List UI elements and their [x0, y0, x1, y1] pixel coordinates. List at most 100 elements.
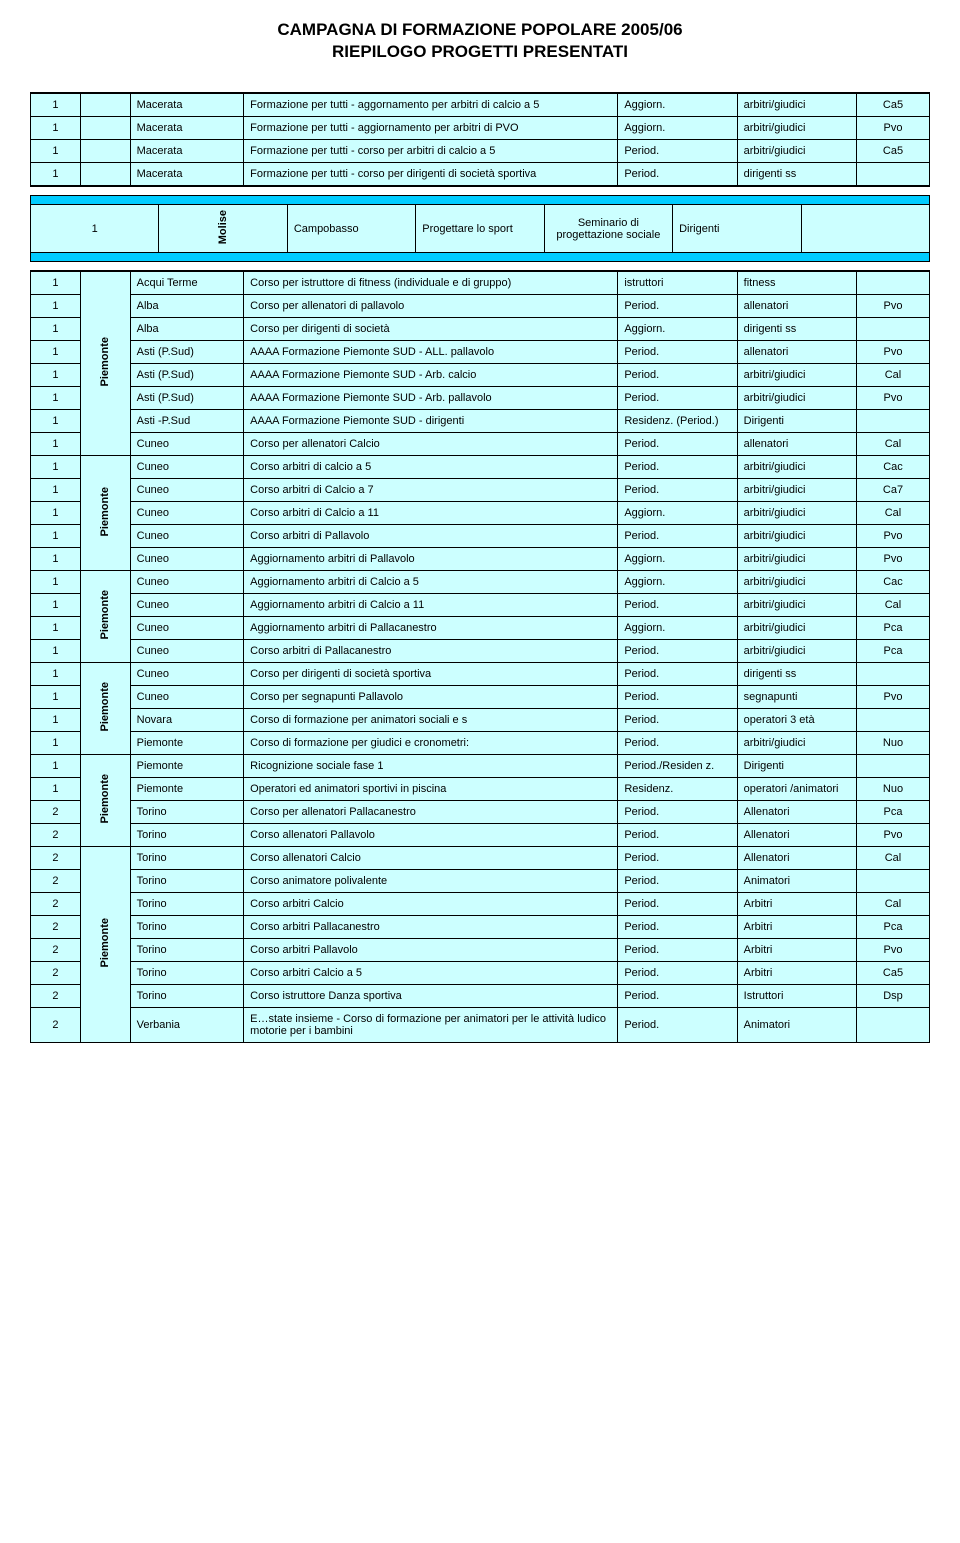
- cell-type3: Pvo: [856, 939, 929, 962]
- region-label: Molise: [159, 205, 287, 253]
- cell-prov: Cuneo: [130, 456, 244, 479]
- cell-type2: Animatori: [737, 1008, 856, 1043]
- cell-type1: Period.: [618, 916, 737, 939]
- cell-prov: Cuneo: [130, 433, 244, 456]
- cell-num: 1: [31, 93, 81, 117]
- table-row: 1CuneoCorso arbitri di PallavoloPeriod.a…: [31, 525, 930, 548]
- cell-type3: Cal: [856, 847, 929, 870]
- cell-type2: arbitri/giudici: [737, 456, 856, 479]
- cell-type2: allenatori: [737, 341, 856, 364]
- cell-type1: Period.: [618, 1008, 737, 1043]
- table-row: 1AlbaCorso per allenatori di pallavoloPe…: [31, 295, 930, 318]
- cell-num: 1: [31, 117, 81, 140]
- table-row: 1MacerataFormazione per tutti - corso pe…: [31, 163, 930, 187]
- cell-type1: Residenz. (Period.): [618, 410, 737, 433]
- cell-type2: Dirigenti: [673, 205, 801, 253]
- cell-desc: Corso arbitri di Pallavolo: [244, 525, 618, 548]
- cell-num: 1: [31, 163, 81, 187]
- cell-prov: Asti (P.Sud): [130, 341, 244, 364]
- cell-type1: Period.: [618, 295, 737, 318]
- cell-type1: Period.: [618, 686, 737, 709]
- table-row: 1CuneoCorso per segnapunti PallavoloPeri…: [31, 686, 930, 709]
- cell-type2: Dirigenti: [737, 410, 856, 433]
- cell-prov: Alba: [130, 318, 244, 341]
- cell-num: 1: [31, 341, 81, 364]
- cell-type3: Nuo: [856, 732, 929, 755]
- cell-type3: [856, 271, 929, 295]
- cell-desc: Corso per segnapunti Pallavolo: [244, 686, 618, 709]
- cell-num: 2: [31, 939, 81, 962]
- cell-num: 1: [31, 778, 81, 801]
- cell-type3: [856, 163, 929, 187]
- cell-desc: Corso per dirigenti di società: [244, 318, 618, 341]
- cell-type3: Ca5: [856, 962, 929, 985]
- table-row: 1 Molise Campobasso Progettare lo sport …: [31, 205, 930, 253]
- table-row: 1PiemontePiemonteRicognizione sociale fa…: [31, 755, 930, 778]
- table-row: 1AlbaCorso per dirigenti di societàAggio…: [31, 318, 930, 341]
- cell-type2: Dirigenti: [737, 755, 856, 778]
- cell-prov: Torino: [130, 916, 244, 939]
- cell-type3: Pvo: [856, 686, 929, 709]
- cell-type3: Pvo: [856, 548, 929, 571]
- cell-type1: Seminario di progettazione sociale: [544, 205, 672, 253]
- cell-type2: Arbitri: [737, 916, 856, 939]
- cell-desc: AAAA Formazione Piemonte SUD - Arb. calc…: [244, 364, 618, 387]
- cell-desc: Corso allenatori Pallavolo: [244, 824, 618, 847]
- cell-num: 1: [31, 755, 81, 778]
- cell-type3: Ca7: [856, 479, 929, 502]
- cell-prov: Torino: [130, 939, 244, 962]
- cell-desc: Corso arbitri di Calcio a 7: [244, 479, 618, 502]
- cell-type1: Period.: [618, 893, 737, 916]
- table-row: 2 TorinoCorso arbitri PallacanestroPeriod…: [31, 916, 930, 939]
- cell-desc: Aggiornamento arbitri di Calcio a 5: [244, 571, 618, 594]
- cell-desc: Corso arbitri Pallacanestro: [244, 916, 618, 939]
- cell-type2: segnapunti: [737, 686, 856, 709]
- table-row: 1CuneoCorso arbitri di Calcio a 11Aggior…: [31, 502, 930, 525]
- cell-type2: arbitri/giudici: [737, 594, 856, 617]
- cell-type3: [856, 1008, 929, 1043]
- table-block-2: 1 Molise Campobasso Progettare lo sport …: [30, 195, 930, 262]
- cell-prov: Torino: [130, 824, 244, 847]
- cell-type2: arbitri/giudici: [737, 525, 856, 548]
- cell-desc: AAAA Formazione Piemonte SUD - Arb. pall…: [244, 387, 618, 410]
- cell-num: 2: [31, 916, 81, 939]
- region-label: Piemonte: [80, 663, 130, 755]
- cell-num: 1: [31, 709, 81, 732]
- cell-type2: Allenatori: [737, 847, 856, 870]
- cell-type1: Aggiorn.: [618, 617, 737, 640]
- cell-type2: arbitri/giudici: [737, 502, 856, 525]
- cell-type2: dirigenti ss: [737, 163, 856, 187]
- cell-type3: [856, 709, 929, 732]
- cell-type3: Cal: [856, 893, 929, 916]
- cell-type3: Cal: [856, 433, 929, 456]
- cell-desc: Aggiornamento arbitri di Pallavolo: [244, 548, 618, 571]
- cell-type3: Cac: [856, 571, 929, 594]
- cell-type2: arbitri/giudici: [737, 571, 856, 594]
- cell-type2: Animatori: [737, 870, 856, 893]
- cell-desc: Corso allenatori Calcio: [244, 847, 618, 870]
- table-row: 1PiemonteCorso di formazione per giudici…: [31, 732, 930, 755]
- cell-prov: Asti -P.Sud: [130, 410, 244, 433]
- cell-desc: Corso di formazione per giudici e cronom…: [244, 732, 618, 755]
- cell-desc: Corso istruttore Danza sportiva: [244, 985, 618, 1008]
- region-label: Piemonte: [80, 755, 130, 847]
- cell-prov: Cuneo: [130, 594, 244, 617]
- cell-desc: Formazione per tutti - aggornamento per …: [244, 93, 618, 117]
- cell-type2: Allenatori: [737, 824, 856, 847]
- cell-desc: Corso arbitri di calcio a 5: [244, 456, 618, 479]
- cell-type1: Aggiorn.: [618, 93, 737, 117]
- cell-prov: Cuneo: [130, 571, 244, 594]
- cell-prov: Cuneo: [130, 548, 244, 571]
- cell-desc: Formazione per tutti - aggiornamento per…: [244, 117, 618, 140]
- cell-desc: Aggiornamento arbitri di Pallacanestro: [244, 617, 618, 640]
- cell-type3: Pvo: [856, 117, 929, 140]
- cell-type3: [856, 410, 929, 433]
- table-row: 1CuneoCorso arbitri di PallacanestroPeri…: [31, 640, 930, 663]
- cell-type2: Arbitri: [737, 962, 856, 985]
- cell-desc: Formazione per tutti - corso per dirigen…: [244, 163, 618, 187]
- cell-type1: Period.: [618, 525, 737, 548]
- table-row: 1Asti (P.Sud)AAAA Formazione Piemonte SU…: [31, 341, 930, 364]
- cell-num: 2: [31, 1008, 81, 1043]
- cell-prov: Torino: [130, 801, 244, 824]
- cell-type1: Period.: [618, 456, 737, 479]
